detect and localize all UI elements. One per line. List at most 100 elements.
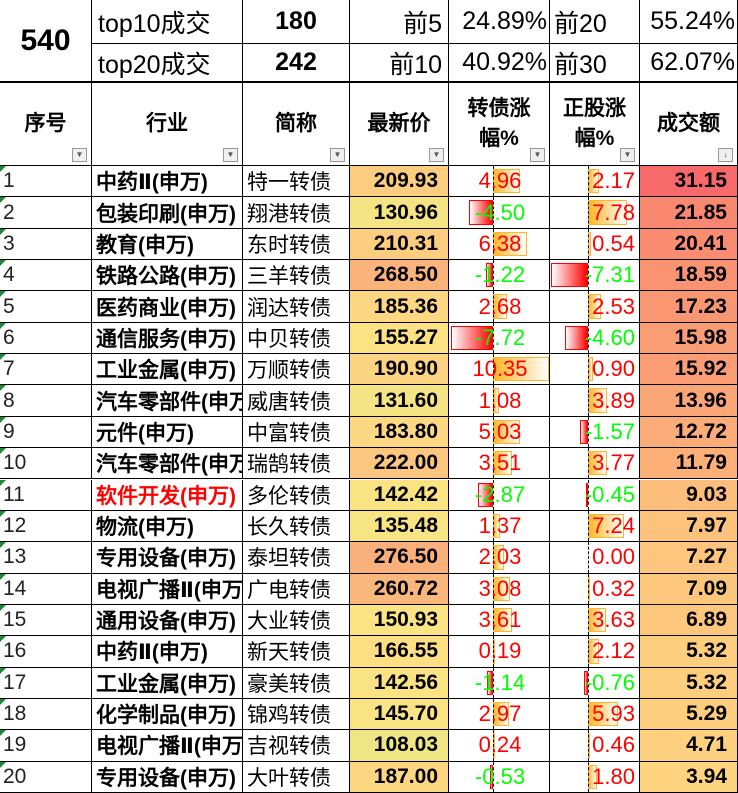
bond-change-cell[interactable]: 0.19 (449, 636, 550, 668)
top5-label[interactable]: 前5 (350, 0, 449, 44)
bond-change-cell[interactable]: 3.61 (449, 604, 550, 637)
price-cell[interactable]: 108.03 (350, 730, 449, 762)
industry-cell[interactable]: 通信服务(申万) (92, 322, 243, 355)
bond-name-cell[interactable]: 中富转债 (243, 416, 350, 449)
bond-change-cell[interactable]: 4.96 (449, 166, 550, 198)
amount-cell[interactable]: 15.92 (640, 354, 738, 386)
price-cell[interactable]: 131.60 (350, 385, 449, 417)
row-index[interactable]: 5 (0, 291, 92, 323)
stock-change-cell[interactable]: 3.77 (550, 448, 640, 480)
price-cell[interactable]: 155.27 (350, 322, 449, 355)
industry-cell[interactable]: 铁路公路(申万) (92, 260, 243, 292)
amount-cell[interactable]: 7.27 (640, 542, 738, 574)
amount-cell[interactable]: 5.32 (640, 667, 738, 699)
stock-change-cell[interactable]: 2.17 (550, 166, 640, 198)
bond-name-cell[interactable]: 万顺转债 (243, 354, 350, 386)
bond-change-cell[interactable]: 3.51 (449, 448, 550, 480)
bond-change-cell[interactable]: -1.22 (449, 260, 550, 292)
price-cell[interactable]: 135.48 (350, 510, 449, 543)
bond-name-cell[interactable]: 威唐转债 (243, 385, 350, 417)
top20-share-label[interactable]: 前20 (550, 0, 640, 44)
row-index[interactable]: 1 (0, 166, 92, 198)
row-index[interactable]: 9 (0, 416, 92, 449)
bond-change-cell[interactable]: 0.24 (449, 730, 550, 762)
price-cell[interactable]: 142.56 (350, 667, 449, 699)
row-index[interactable]: 14 (0, 573, 92, 605)
bond-name-cell[interactable]: 锦鸡转债 (243, 698, 350, 731)
row-index[interactable]: 12 (0, 510, 92, 543)
bond-change-cell[interactable]: 10.35 (449, 354, 550, 386)
industry-cell[interactable]: 专用设备(申万) (92, 761, 243, 793)
industry-cell[interactable]: 通用设备(申万) (92, 604, 243, 637)
stock-change-cell[interactable]: 2.12 (550, 636, 640, 668)
amount-cell[interactable]: 12.72 (640, 416, 738, 449)
row-index[interactable]: 7 (0, 354, 92, 386)
bond-name-cell[interactable]: 新天转债 (243, 636, 350, 668)
bond-change-cell[interactable]: -1.14 (449, 667, 550, 699)
price-cell[interactable]: 166.55 (350, 636, 449, 668)
amount-cell[interactable]: 20.41 (640, 228, 738, 261)
amount-cell[interactable]: 6.89 (640, 604, 738, 637)
industry-cell[interactable]: 物流(申万) (92, 510, 243, 543)
bond-change-cell[interactable]: 2.97 (449, 698, 550, 731)
stock-change-cell[interactable]: 2.53 (550, 291, 640, 323)
amount-cell[interactable]: 3.94 (640, 761, 738, 793)
bond-change-cell[interactable]: -0.53 (449, 761, 550, 793)
price-cell[interactable]: 190.90 (350, 354, 449, 386)
stock-change-cell[interactable]: 0.54 (550, 228, 640, 261)
bond-name-cell[interactable]: 大业转债 (243, 604, 350, 637)
price-cell[interactable]: 145.70 (350, 698, 449, 731)
industry-cell[interactable]: 专用设备(申万) (92, 542, 243, 574)
amount-cell[interactable]: 5.29 (640, 698, 738, 731)
filter-dropdown-icon[interactable]: ▼ (223, 148, 238, 162)
industry-cell[interactable]: 汽车零部件(申万) (92, 385, 243, 417)
row-index[interactable]: 19 (0, 730, 92, 762)
stock-change-cell[interactable]: 0.00 (550, 542, 640, 574)
stock-change-cell[interactable]: -4.60 (550, 322, 640, 355)
bond-name-cell[interactable]: 豪美转债 (243, 667, 350, 699)
bond-name-cell[interactable]: 多伦转债 (243, 479, 350, 511)
price-cell[interactable]: 183.80 (350, 416, 449, 449)
row-index[interactable]: 15 (0, 604, 92, 637)
industry-cell[interactable]: 工业金属(申万) (92, 354, 243, 386)
amount-cell[interactable]: 5.32 (640, 636, 738, 668)
bond-name-cell[interactable]: 广电转债 (243, 573, 350, 605)
industry-cell[interactable]: 汽车零部件(申万) (92, 448, 243, 480)
filter-dropdown-icon[interactable]: ▼ (530, 148, 545, 162)
industry-cell[interactable]: 包装印刷(申万) (92, 197, 243, 229)
bond-change-cell[interactable]: 2.03 (449, 542, 550, 574)
row-index[interactable]: 6 (0, 322, 92, 355)
industry-cell[interactable]: 教育(申万) (92, 228, 243, 261)
price-cell[interactable]: 187.00 (350, 761, 449, 793)
bond-name-cell[interactable]: 瑞鹄转债 (243, 448, 350, 480)
bond-change-cell[interactable]: 1.08 (449, 385, 550, 417)
top20-value[interactable]: 242 (243, 44, 350, 82)
top30-share-label[interactable]: 前30 (550, 44, 640, 82)
industry-cell[interactable]: 电视广播Ⅱ(申万) (92, 730, 243, 762)
top30-share-value[interactable]: 62.07% (640, 44, 738, 82)
sort-descending-icon[interactable]: ↓ (718, 148, 733, 162)
stock-change-cell[interactable]: 3.89 (550, 385, 640, 417)
row-index[interactable]: 18 (0, 698, 92, 731)
amount-cell[interactable]: 17.23 (640, 291, 738, 323)
bond-name-cell[interactable]: 东时转债 (243, 228, 350, 261)
row-index[interactable]: 16 (0, 636, 92, 668)
top10-label[interactable]: top10成交 (92, 0, 243, 44)
bond-name-cell[interactable]: 吉视转债 (243, 730, 350, 762)
top20-share-value[interactable]: 55.24% (640, 0, 738, 44)
stock-change-cell[interactable]: -1.57 (550, 416, 640, 449)
stock-change-cell[interactable]: -7.31 (550, 260, 640, 292)
row-index[interactable]: 2 (0, 197, 92, 229)
stock-change-cell[interactable]: 5.93 (550, 698, 640, 731)
filter-dropdown-icon[interactable]: ▼ (620, 148, 635, 162)
bond-change-cell[interactable]: -7.72 (449, 322, 550, 355)
amount-cell[interactable]: 18.59 (640, 260, 738, 292)
price-cell[interactable]: 209.93 (350, 166, 449, 198)
price-cell[interactable]: 268.50 (350, 260, 449, 292)
industry-cell[interactable]: 工业金属(申万) (92, 667, 243, 699)
stock-change-cell[interactable]: 7.78 (550, 197, 640, 229)
industry-cell[interactable]: 中药Ⅱ(申万) (92, 636, 243, 668)
stock-change-cell[interactable]: 3.63 (550, 604, 640, 637)
price-cell[interactable]: 150.93 (350, 604, 449, 637)
amount-cell[interactable]: 15.98 (640, 322, 738, 355)
